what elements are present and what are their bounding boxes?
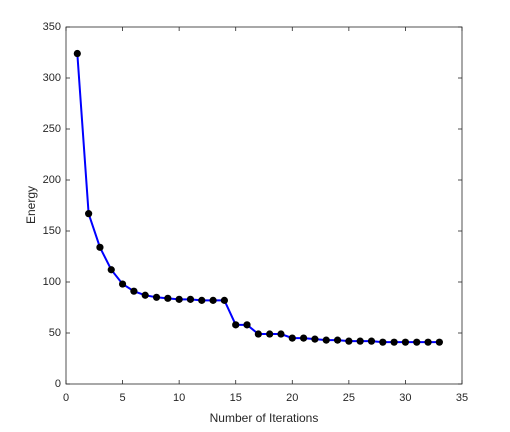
data-point <box>311 335 319 343</box>
data-point <box>356 337 364 345</box>
data-point <box>85 210 93 218</box>
data-point <box>322 336 330 344</box>
data-point <box>367 337 376 345</box>
data-point <box>243 321 251 329</box>
data-point <box>209 296 217 304</box>
x-tick-label: 35 <box>456 392 468 404</box>
x-tick-label: 25 <box>343 392 355 404</box>
data-point <box>254 330 262 338</box>
data-point <box>266 330 274 338</box>
x-tick-label: 30 <box>399 392 411 404</box>
data-point <box>300 334 308 342</box>
x-tick-label: 5 <box>120 392 126 404</box>
x-tick-label: 0 <box>63 392 69 404</box>
y-tick-label: 200 <box>43 174 61 186</box>
data-point <box>390 338 398 346</box>
data-point <box>288 334 296 342</box>
data-point <box>401 338 410 346</box>
data-point <box>175 295 183 303</box>
y-tick-label: 350 <box>43 21 61 33</box>
data-point <box>379 338 387 346</box>
data-point <box>118 280 127 288</box>
y-tick-label: 250 <box>43 123 61 135</box>
y-axis-title: Energy <box>24 186 38 224</box>
x-axis-title: Number of Iterations <box>210 411 319 425</box>
data-point <box>73 49 81 58</box>
data-point <box>152 293 161 301</box>
x-tick-label: 15 <box>230 392 242 404</box>
y-tick-label: 300 <box>43 72 61 84</box>
x-tick-label: 10 <box>173 392 185 404</box>
y-tick-label: 150 <box>43 225 61 237</box>
data-point <box>198 296 206 304</box>
y-tick-label: 0 <box>55 378 61 390</box>
data-point <box>413 338 421 346</box>
plot-frame <box>65 26 463 385</box>
data-point <box>141 291 149 299</box>
data-point <box>164 294 172 302</box>
data-point <box>220 296 228 304</box>
data-point <box>107 266 115 274</box>
x-tick-label: 20 <box>286 392 298 404</box>
data-point <box>232 321 240 329</box>
data-point <box>186 295 195 303</box>
data-point <box>277 330 285 338</box>
data-point <box>130 287 138 295</box>
data-point <box>435 338 443 346</box>
data-point <box>333 336 342 344</box>
y-tick-label: 100 <box>43 276 61 288</box>
y-tick-label: 50 <box>49 327 61 339</box>
data-point <box>424 338 432 346</box>
data-point <box>345 337 353 345</box>
data-point <box>96 243 104 251</box>
